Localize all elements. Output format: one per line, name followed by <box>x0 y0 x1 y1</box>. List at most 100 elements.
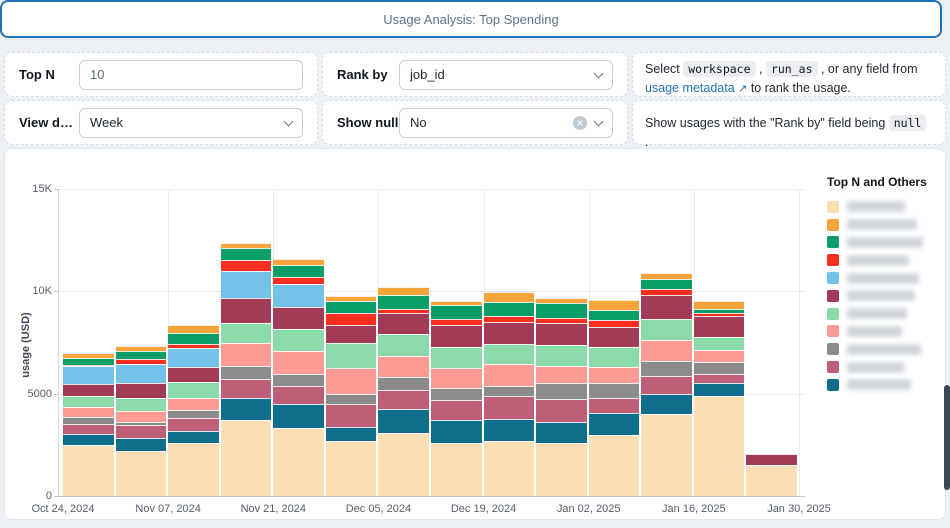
bar-segment[interactable] <box>220 379 272 398</box>
bar-segment[interactable] <box>115 351 167 360</box>
bar-segment[interactable] <box>536 421 587 443</box>
bar-segment[interactable] <box>641 318 692 341</box>
bar-segment[interactable] <box>693 301 745 309</box>
bar-segment[interactable] <box>536 303 587 318</box>
rank-by-select[interactable]: job_id <box>399 59 613 90</box>
bar-segment[interactable] <box>483 315 535 323</box>
bar-segment[interactable] <box>273 404 324 429</box>
bar-segment[interactable] <box>536 399 587 422</box>
bar-segment[interactable] <box>431 324 482 347</box>
bar-segment[interactable] <box>378 377 429 390</box>
bar-segment[interactable] <box>273 306 324 329</box>
bar-segment[interactable] <box>693 383 745 396</box>
legend-item[interactable] <box>827 216 943 234</box>
bar-segment[interactable] <box>325 427 377 441</box>
bar-segment[interactable] <box>641 340 692 361</box>
bar-segment[interactable] <box>168 347 219 367</box>
bar-segment[interactable] <box>378 409 429 433</box>
bar-segment[interactable] <box>63 365 114 367</box>
bar-segment[interactable] <box>588 299 640 310</box>
bar-segment[interactable] <box>378 295 429 309</box>
bar-segment[interactable] <box>693 336 745 350</box>
usage-metadata-link[interactable]: usage metadata <box>645 81 735 95</box>
bar-segment[interactable] <box>273 265 324 277</box>
bar-segment[interactable] <box>378 308 429 314</box>
bar-segment[interactable] <box>168 324 219 334</box>
bar-segment[interactable] <box>168 333 219 344</box>
bar-segment[interactable] <box>220 248 272 260</box>
bar-segment[interactable] <box>693 308 745 313</box>
bar-segment[interactable] <box>693 312 745 317</box>
bar-segment[interactable] <box>168 343 219 348</box>
scrollbar-thumb[interactable] <box>944 385 950 490</box>
bar-segment[interactable] <box>483 386 535 396</box>
bar-segment[interactable] <box>325 403 377 428</box>
bar-segment[interactable] <box>220 298 272 324</box>
legend-item[interactable] <box>827 198 943 216</box>
bar-segment[interactable] <box>220 365 272 380</box>
bar-segment[interactable] <box>63 417 114 424</box>
bar-segment[interactable] <box>220 343 272 366</box>
bar-segment[interactable] <box>588 309 640 321</box>
bar-segment[interactable] <box>588 397 640 413</box>
bar-segment[interactable] <box>273 385 324 405</box>
legend-item[interactable] <box>827 305 943 323</box>
bar-segment[interactable] <box>63 444 114 496</box>
bar-segment[interactable] <box>641 273 692 280</box>
bar-segment[interactable] <box>115 421 167 425</box>
bar-segment[interactable] <box>588 383 640 398</box>
bar-segment[interactable] <box>536 298 587 304</box>
bar-segment[interactable] <box>483 363 535 387</box>
bar-segment[interactable] <box>168 366 219 383</box>
bar-segment[interactable] <box>588 434 640 496</box>
bar-segment[interactable] <box>693 362 745 374</box>
bar-segment[interactable] <box>168 431 219 443</box>
bar-segment[interactable] <box>115 411 167 422</box>
bar-segment[interactable] <box>431 318 482 325</box>
bar-segment[interactable] <box>378 287 429 296</box>
legend-item[interactable] <box>827 376 943 394</box>
bar-segment[interactable] <box>588 347 640 367</box>
bar-segment[interactable] <box>431 387 482 401</box>
bar-segment[interactable] <box>273 374 324 386</box>
bar-segment[interactable] <box>63 358 114 365</box>
bar-segment[interactable] <box>63 395 114 408</box>
bar-segment[interactable] <box>168 442 219 496</box>
bar-segment[interactable] <box>693 373 745 384</box>
bar-segment[interactable] <box>431 442 482 496</box>
bar-segment[interactable] <box>168 410 219 419</box>
bar-segment[interactable] <box>641 279 692 290</box>
legend-item[interactable] <box>827 287 943 305</box>
bar-segment[interactable] <box>63 366 114 385</box>
bar-segment[interactable] <box>168 397 219 411</box>
bar-segment[interactable] <box>536 345 587 367</box>
bar-segment[interactable] <box>431 400 482 421</box>
bar-segment[interactable] <box>378 313 429 334</box>
bar-segment[interactable] <box>220 323 272 344</box>
bar-segment[interactable] <box>115 437 167 451</box>
bar-segment[interactable] <box>483 322 535 345</box>
bar-segment[interactable] <box>115 345 167 352</box>
bar-segment[interactable] <box>220 259 272 272</box>
bar-segment[interactable] <box>483 302 535 316</box>
bar-segment[interactable] <box>641 295 692 319</box>
bar-segment[interactable] <box>325 324 377 344</box>
bar-segment[interactable] <box>693 349 745 363</box>
bar-segment[interactable] <box>483 395 535 420</box>
bar-segment[interactable] <box>273 328 324 351</box>
dashboard-title-widget[interactable]: Usage Analysis: Top Spending <box>0 0 942 38</box>
bar-segment[interactable] <box>536 383 587 400</box>
bar-segment[interactable] <box>431 346 482 369</box>
bar-segment[interactable] <box>325 313 377 325</box>
bar-segment[interactable] <box>273 284 324 307</box>
bar-segment[interactable] <box>220 397 272 421</box>
bar-segment[interactable] <box>588 320 640 328</box>
bar-segment[interactable] <box>273 350 324 375</box>
legend-item[interactable] <box>827 234 943 252</box>
bar-segment[interactable] <box>483 440 535 496</box>
bar-segment[interactable] <box>536 323 587 346</box>
legend-item[interactable] <box>827 323 943 341</box>
bar-segment[interactable] <box>168 382 219 398</box>
bar-segment[interactable] <box>746 465 797 496</box>
bar-segment[interactable] <box>378 356 429 378</box>
